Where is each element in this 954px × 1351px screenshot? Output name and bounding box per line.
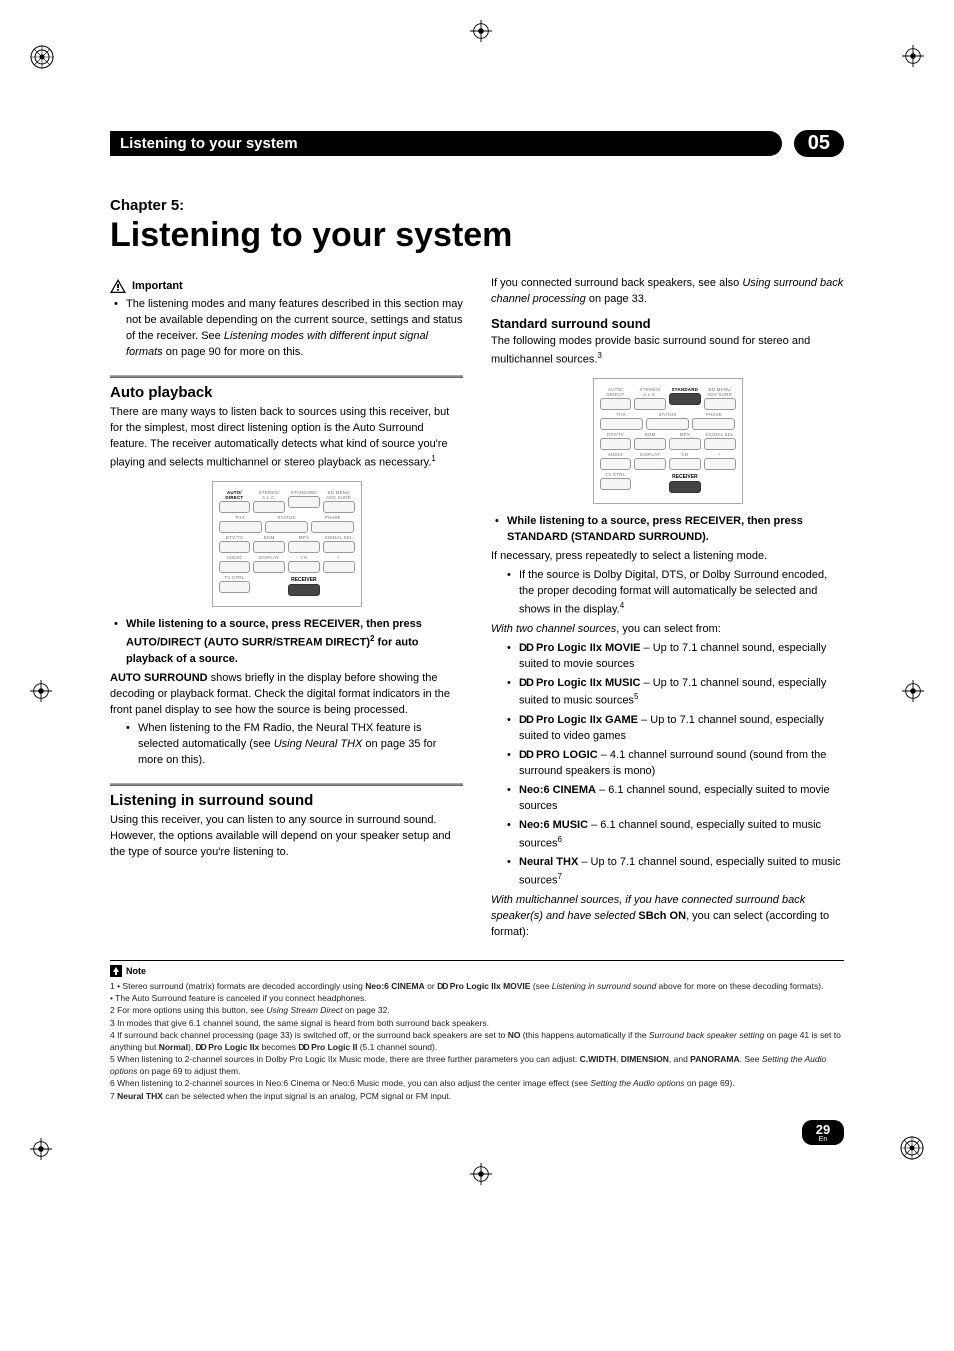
right-column: If you connected surround back speakers,…	[491, 273, 844, 944]
divider	[110, 783, 463, 786]
important-label: Important	[132, 280, 183, 292]
auto-playback-heading: Auto playback	[110, 384, 463, 401]
surround-heading: Listening in surround sound	[110, 792, 463, 809]
auto-surround-text: AUTO SURROUND shows briefly in the displ…	[110, 671, 463, 719]
footnote: 1 • Stereo surround (matrix) formats are…	[110, 981, 844, 992]
footnote: 6 When listening to 2-channel sources in…	[110, 1078, 844, 1089]
page-language: En	[802, 1136, 844, 1143]
mode-item: Neo:6 CINEMA – 6.1 channel sound, especi…	[491, 783, 844, 815]
footnote: 2 For more options using this button, se…	[110, 1005, 844, 1016]
note-label: Note	[126, 966, 146, 976]
page-number-badge: 29 En	[802, 1120, 844, 1145]
remote-diagram: AUTO/ DIRECTSTEREO/ A.L.C.STANDARDBD MEN…	[212, 481, 362, 607]
section-title: Listening to your system	[110, 131, 782, 156]
intro-text: If you connected surround back speakers,…	[491, 276, 844, 308]
remote-diagram: AUTO/ DIRECTSTEREO/ A.L.C.STANDARDBD MEN…	[593, 378, 743, 504]
two-channel-intro: With two channel sources, you can select…	[491, 622, 844, 638]
mode-item: DD PRO LOGIC – 4.1 channel surround soun…	[491, 748, 844, 780]
chapter-number-badge: 05	[794, 130, 844, 157]
auto-playback-text: There are many ways to listen back to so…	[110, 405, 463, 471]
note-icon	[110, 965, 122, 977]
footnotes: Note 1 • Stereo surround (matrix) format…	[110, 960, 844, 1103]
footnote: 7 Neural THX can be selected when the in…	[110, 1091, 844, 1102]
standard-surround-text: The following modes provide basic surrou…	[491, 334, 844, 369]
chapter-title: Listening to your system	[110, 216, 844, 255]
mode-item: Neo:6 MUSIC – 6.1 channel sound, especia…	[491, 818, 844, 853]
important-text: The listening modes and many features de…	[110, 297, 463, 361]
step-auto-direct: While listening to a source, press RECEI…	[110, 617, 463, 667]
dolby-note: If the source is Dolby Digital, DTS, or …	[491, 568, 844, 618]
footnote: 5 When listening to 2-channel sources in…	[110, 1054, 844, 1077]
fm-radio-note: When listening to the FM Radio, the Neur…	[110, 721, 463, 769]
divider	[110, 375, 463, 378]
multichannel-intro: With multichannel sources, if you have c…	[491, 893, 844, 941]
footnote: 3 In modes that give 6.1 channel sound, …	[110, 1018, 844, 1029]
mode-item: DD Pro Logic IIx MUSIC – Up to 7.1 chann…	[491, 676, 844, 711]
mode-item: DD Pro Logic IIx MOVIE – Up to 7.1 chann…	[491, 641, 844, 673]
mode-item: DD Pro Logic IIx GAME – Up to 7.1 channe…	[491, 713, 844, 745]
section-header: Listening to your system 05	[110, 130, 844, 157]
standard-surround-heading: Standard surround sound	[491, 316, 844, 331]
step-standard: While listening to a source, press RECEI…	[491, 514, 844, 546]
step-standard-tail: If necessary, press repeatedly to select…	[491, 549, 844, 565]
footnote: • The Auto Surround feature is canceled …	[110, 993, 844, 1004]
page-number: 29	[802, 1123, 844, 1136]
surround-text: Using this receiver, you can listen to a…	[110, 813, 463, 861]
mode-item: Neural THX – Up to 7.1 channel sound, es…	[491, 855, 844, 890]
chapter-label: Chapter 5:	[110, 197, 844, 214]
warning-icon	[110, 279, 126, 293]
footnote: 4 If surround back channel processing (p…	[110, 1030, 844, 1053]
left-column: Important The listening modes and many f…	[110, 273, 463, 944]
